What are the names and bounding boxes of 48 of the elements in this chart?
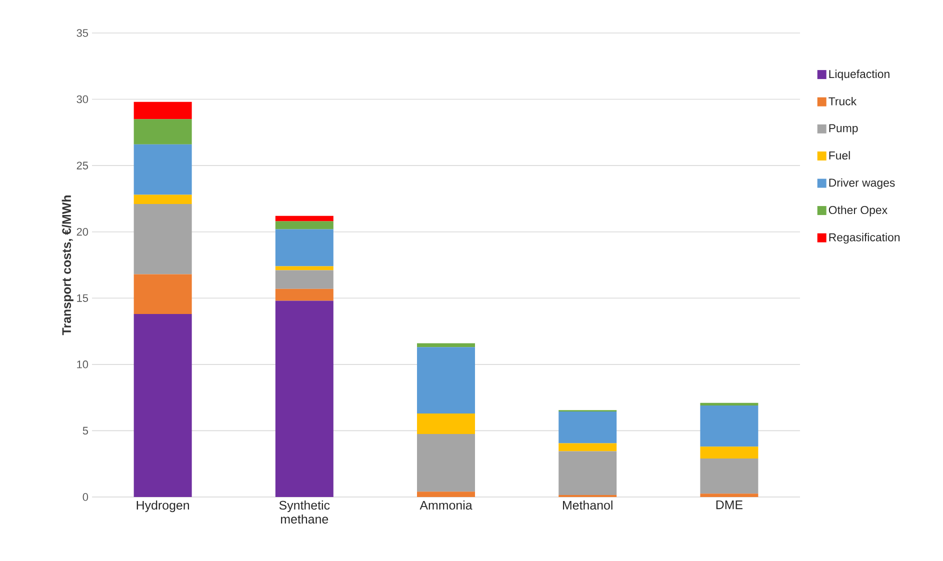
legend-label: Pump xyxy=(829,124,858,134)
legend-label: Liquefaction xyxy=(829,70,890,80)
bar xyxy=(558,411,617,444)
bar xyxy=(134,102,192,120)
y-tick-label: 20 xyxy=(76,228,88,236)
bar xyxy=(417,492,476,497)
legend-label: Regasification xyxy=(829,232,900,244)
y-tick-label: 35 xyxy=(76,29,88,37)
bar xyxy=(134,314,192,497)
bar xyxy=(275,229,334,266)
bar xyxy=(134,119,192,144)
x-tick-label: Synthetic methane xyxy=(279,500,330,524)
legend-label: Truck xyxy=(828,96,857,106)
bar xyxy=(275,270,334,289)
bar xyxy=(275,300,334,497)
bar xyxy=(700,402,758,406)
bar xyxy=(134,204,192,274)
y-tick-label: 25 xyxy=(76,162,88,170)
bar xyxy=(700,458,758,494)
bar xyxy=(558,443,617,452)
y-axis-title: Transport costs, €/MWh xyxy=(62,196,74,336)
bar xyxy=(134,274,192,314)
y-tick-label: 15 xyxy=(77,294,88,302)
y-tick-label: 30 xyxy=(76,95,88,104)
legend-label: Other Opex xyxy=(828,206,888,216)
bar xyxy=(700,406,758,447)
bar xyxy=(417,413,476,434)
bar xyxy=(134,144,192,195)
bar xyxy=(700,494,758,497)
bar xyxy=(558,451,617,495)
legend-label: Fuel xyxy=(829,151,850,160)
bar xyxy=(417,347,476,414)
x-tick-label: Ammonia xyxy=(420,500,472,510)
bar xyxy=(417,343,476,348)
x-tick-label: Hydrogen xyxy=(136,500,189,512)
bar xyxy=(275,221,334,230)
legend-label: Driver wages xyxy=(829,178,895,190)
bar xyxy=(134,194,192,204)
x-tick-label: Methanol xyxy=(563,500,612,510)
bar xyxy=(417,434,476,492)
bar xyxy=(700,446,758,459)
bar xyxy=(275,216,334,222)
x-tick-label: DME xyxy=(716,500,742,510)
y-tick-label: 0 xyxy=(82,493,88,501)
y-tick-label: 5 xyxy=(82,426,88,435)
bar xyxy=(275,266,334,270)
bar xyxy=(275,288,334,301)
y-tick-label: 10 xyxy=(77,360,88,368)
